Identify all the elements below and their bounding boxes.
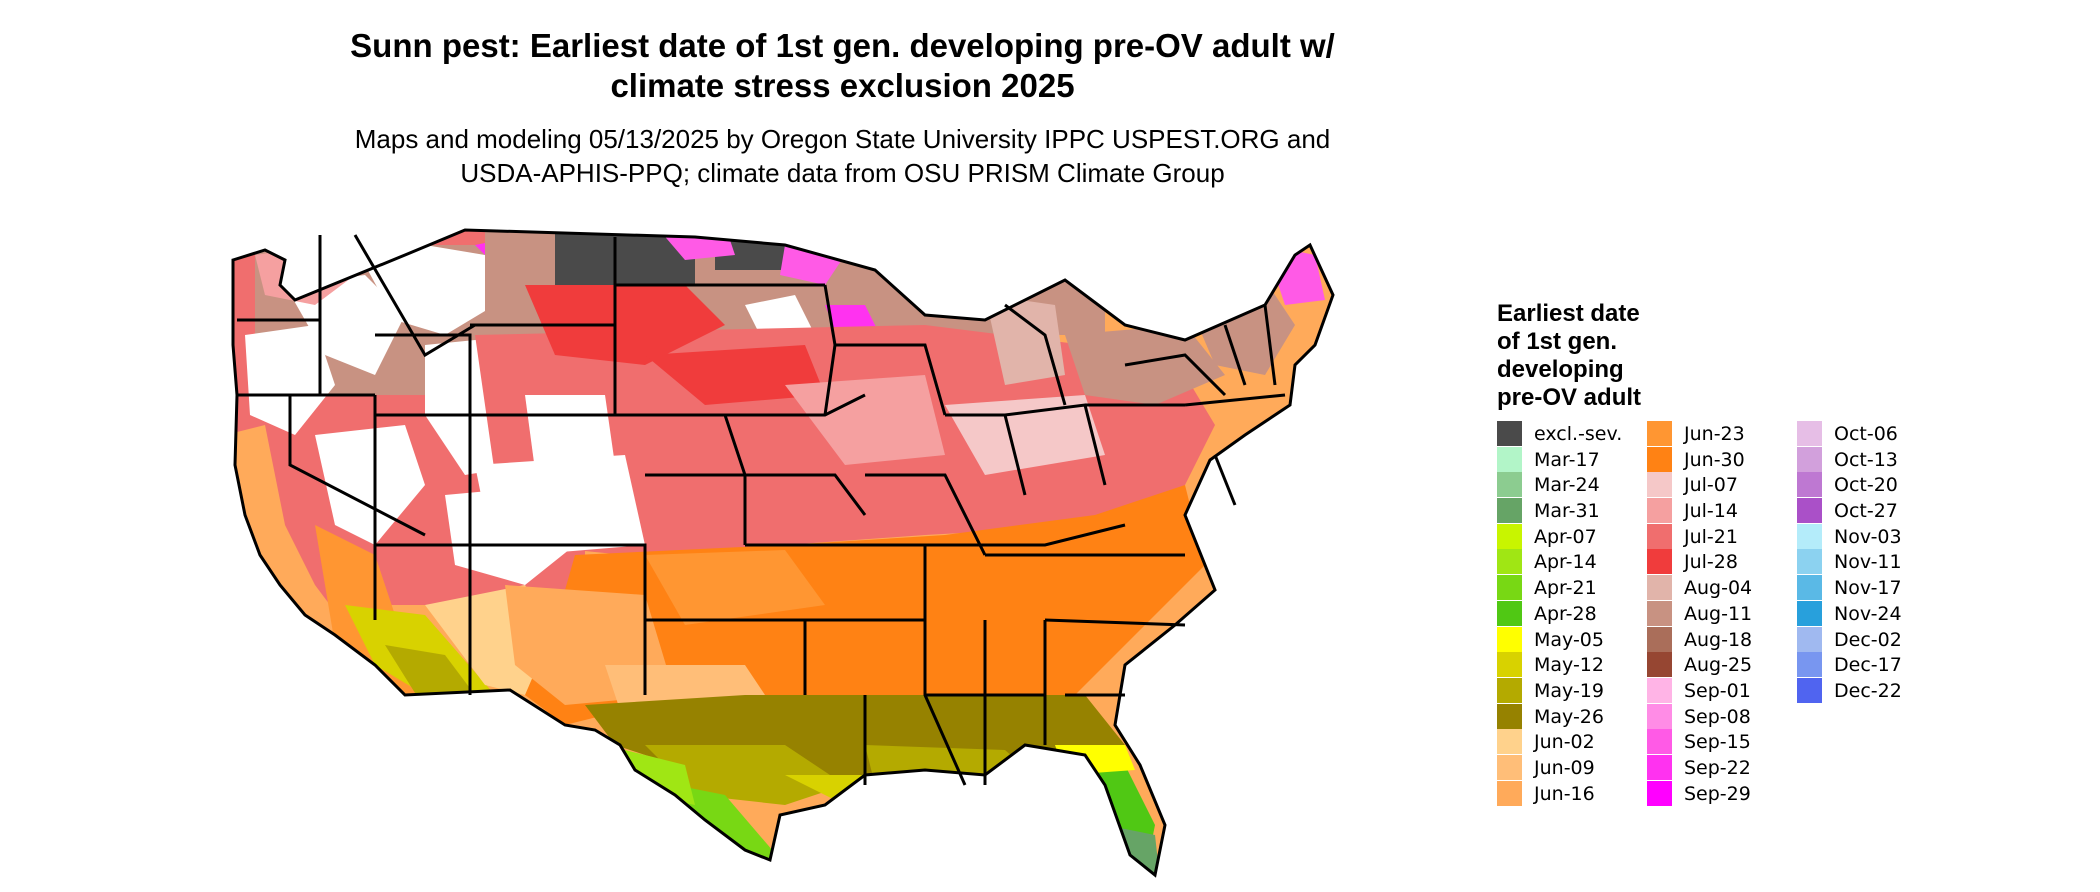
legend-title-line-2: of 1st gen. (1497, 328, 1618, 355)
legend-swatch (1497, 575, 1522, 601)
legend-swatch (1647, 549, 1672, 575)
legend-swatch (1647, 677, 1672, 703)
legend-label: Aug-18 (1684, 628, 1753, 651)
legend-label: Oct-06 (1834, 423, 1898, 445)
legend-label: Jul-07 (1684, 474, 1738, 497)
legend-label: Jun-02 (1534, 731, 1595, 754)
legend-swatch (1647, 498, 1672, 524)
legend-label: Mar-31 (1534, 500, 1600, 523)
legend-label: Nov-17 (1834, 577, 1902, 600)
legend-swatch (1497, 498, 1522, 524)
legend-label: Mar-17 (1534, 448, 1600, 471)
legend-swatch (1797, 421, 1822, 446)
legend-label: Sep-15 (1684, 731, 1751, 754)
legend-swatch (1797, 446, 1822, 472)
legend-label: Dec-02 (1834, 628, 1902, 651)
legend-label: Aug-25 (1684, 654, 1753, 677)
map-title-line-1: Sunn pest: Earliest date of 1st gen. dev… (350, 27, 1335, 64)
legend-swatch (1647, 754, 1672, 780)
legend-swatch (1797, 472, 1822, 498)
legend-swatch (1647, 652, 1672, 678)
legend-label: May-19 (1534, 679, 1604, 702)
map-subtitle-line-1: Maps and modeling 05/13/2025 by Oregon S… (354, 124, 1331, 154)
legend-swatch (1497, 446, 1522, 472)
legend-swatch (1497, 754, 1522, 780)
legend-label: Nov-24 (1834, 602, 1902, 625)
legend-title-line-3: developing (1497, 356, 1624, 383)
legend-label: Apr-21 (1534, 577, 1597, 600)
map-title-line-2: climate stress exclusion 2025 (610, 67, 1075, 104)
legend-swatch (1647, 446, 1672, 472)
legend-label: Apr-07 (1534, 525, 1597, 548)
legend-swatch (1497, 472, 1522, 498)
legend-swatch (1497, 600, 1522, 626)
legend-label: May-12 (1534, 654, 1604, 677)
legend-swatch (1647, 575, 1672, 601)
map-subtitle-line-2: USDA-APHIS-PPQ; climate data from OSU PR… (460, 158, 1225, 188)
legend-label: excl.-sev. (1534, 423, 1623, 445)
legend-swatch (1647, 421, 1672, 446)
legend-swatch (1797, 677, 1822, 703)
legend-label: Sep-08 (1684, 705, 1751, 728)
legend-label: Nov-03 (1834, 525, 1902, 548)
legend-swatch (1647, 600, 1672, 626)
legend-swatch (1497, 780, 1522, 806)
legend-swatch (1797, 549, 1822, 575)
legend-swatch (1497, 703, 1522, 729)
legend-label: Jun-09 (1534, 756, 1595, 779)
legend-swatch (1497, 626, 1522, 652)
map-color-regions (233, 230, 1333, 875)
legend-swatch (1647, 626, 1672, 652)
legend-label: Apr-28 (1534, 602, 1597, 625)
legend-swatch (1647, 472, 1672, 498)
state-boundaries (231, 228, 1335, 878)
legend-swatch (1497, 729, 1522, 755)
legend-label: May-26 (1534, 705, 1604, 728)
legend-swatch (1497, 421, 1522, 446)
legend-label: Sep-22 (1684, 756, 1751, 779)
legend-label: Apr-14 (1534, 551, 1597, 574)
legend-swatch (1647, 729, 1672, 755)
legend-swatch (1497, 549, 1522, 575)
legend-swatch (1647, 523, 1672, 549)
legend-swatch (1797, 600, 1822, 626)
legend-label: Oct-27 (1834, 500, 1898, 523)
legend-label: Jun-16 (1534, 782, 1595, 805)
legend-label: Jul-21 (1684, 525, 1738, 548)
legend-label: Aug-04 (1684, 577, 1753, 600)
legend-label: Jul-28 (1684, 551, 1738, 574)
legend-swatch (1497, 523, 1522, 549)
legend-label: Dec-17 (1834, 654, 1902, 677)
legend-label: Nov-11 (1834, 551, 1902, 574)
legend-title-line-4: pre-OV adult (1497, 384, 1642, 411)
us-phenology-map (231, 228, 1335, 878)
legend-swatch (1797, 575, 1822, 601)
legend-label: Oct-20 (1834, 474, 1898, 497)
legend-label: Jun-30 (1684, 448, 1745, 471)
map-title: Sunn pest: Earliest date of 1st gen. dev… (280, 26, 1405, 106)
legend-title-line-1: Earliest date (1497, 300, 1640, 327)
legend-label: Jun-23 (1684, 423, 1745, 445)
legend-swatch (1497, 677, 1522, 703)
legend-label: May-05 (1534, 628, 1604, 651)
legend-swatch (1797, 523, 1822, 549)
legend-label: Oct-13 (1834, 448, 1898, 471)
legend-swatch (1797, 652, 1822, 678)
legend-label: Aug-11 (1684, 602, 1753, 625)
legend-swatch (1797, 498, 1822, 524)
legend-swatch (1797, 626, 1822, 652)
legend-swatch (1647, 703, 1672, 729)
legend-label: Jul-14 (1684, 500, 1738, 523)
map-subtitle: Maps and modeling 05/13/2025 by Oregon S… (280, 122, 1405, 190)
legend-label: Sep-01 (1684, 679, 1751, 702)
legend-swatch (1647, 780, 1672, 806)
legend-label: Sep-29 (1684, 782, 1751, 805)
legend-label: Dec-22 (1834, 679, 1902, 702)
legend-swatch (1497, 652, 1522, 678)
legend-label: Mar-24 (1534, 474, 1600, 497)
legend-title: Earliest date of 1st gen. developing pre… (1497, 300, 1687, 412)
